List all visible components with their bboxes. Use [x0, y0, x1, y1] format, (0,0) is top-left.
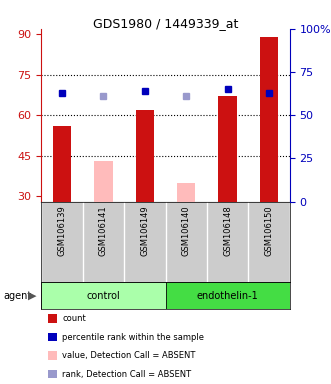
- Text: GDS1980 / 1449339_at: GDS1980 / 1449339_at: [93, 17, 238, 30]
- Text: GSM106148: GSM106148: [223, 206, 232, 257]
- Bar: [177, 183, 196, 202]
- Text: value, Detection Call = ABSENT: value, Detection Call = ABSENT: [62, 351, 196, 360]
- Text: GSM106140: GSM106140: [182, 206, 191, 256]
- Bar: [135, 110, 154, 202]
- Text: GSM106141: GSM106141: [99, 206, 108, 256]
- Text: control: control: [87, 291, 120, 301]
- Text: GSM106149: GSM106149: [140, 206, 149, 256]
- Bar: [260, 37, 278, 202]
- Text: agent: agent: [3, 291, 31, 301]
- Bar: [218, 96, 237, 202]
- Text: GSM106139: GSM106139: [58, 206, 67, 257]
- Text: count: count: [62, 314, 86, 323]
- Bar: [53, 126, 71, 202]
- Text: percentile rank within the sample: percentile rank within the sample: [62, 333, 204, 342]
- Text: rank, Detection Call = ABSENT: rank, Detection Call = ABSENT: [62, 369, 191, 379]
- Bar: [41, 282, 166, 309]
- Bar: [166, 282, 290, 309]
- Text: ▶: ▶: [27, 291, 36, 301]
- Text: endothelin-1: endothelin-1: [197, 291, 259, 301]
- Bar: [94, 161, 113, 202]
- Text: GSM106150: GSM106150: [264, 206, 273, 256]
